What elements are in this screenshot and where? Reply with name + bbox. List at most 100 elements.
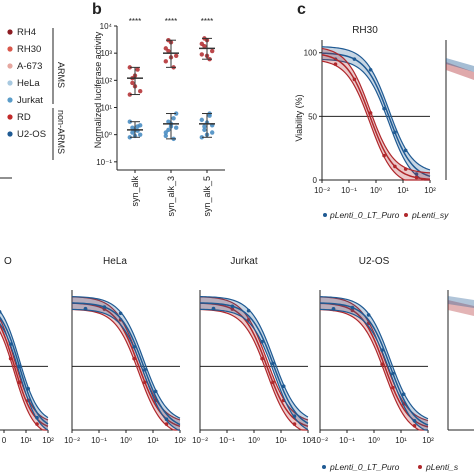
- dr-fit-curve: [321, 52, 431, 178]
- dr-ci-band: [200, 296, 308, 430]
- dr-data-point: [143, 367, 147, 372]
- dr-fit-curve: [319, 302, 429, 426]
- dr-data-point: [393, 164, 397, 169]
- dr-xtick-label: 10⁻²: [192, 436, 208, 445]
- dr-data-point: [412, 418, 417, 423]
- dr-xtick-label: 10¹: [397, 186, 409, 195]
- dr-data-point: [153, 389, 158, 394]
- b-data-point: [127, 135, 132, 140]
- dr-data-point: [17, 380, 22, 385]
- dr-ci-band: [322, 46, 430, 180]
- dr-data-point: [35, 422, 39, 426]
- b-data-point: [130, 125, 135, 130]
- dr-ci-lower: [199, 308, 308, 431]
- b-data-point: [202, 127, 207, 133]
- b-data-point: [163, 46, 168, 51]
- b-ytick-label: 10⁰: [100, 131, 112, 140]
- b-data-point: [199, 41, 204, 47]
- bottom-next-band-red: [448, 300, 474, 316]
- dr-data-point: [414, 172, 419, 176]
- b-data-point: [174, 111, 179, 116]
- dr-ci-upper: [0, 317, 49, 421]
- bottom-title-hela: HeLa: [103, 256, 127, 267]
- dr-data-point: [331, 307, 336, 311]
- dr-data-point: [8, 356, 13, 361]
- cell-line-legend: RH4 RH30 A-673 HeLa Jurkat RD U2-OS: [7, 27, 46, 140]
- b-significance: ****: [165, 17, 177, 26]
- bottom-row-charts: 0 10¹ 10² 10⁻² 10⁻¹ 10⁰ 10¹ 10² 10⁻² 10⁻¹ 10⁰ 10¹ 10…: [0, 290, 474, 445]
- b-data-point: [138, 88, 143, 94]
- c-next-band-blue: [446, 58, 474, 72]
- dr-data-point: [246, 308, 251, 313]
- dr-xtick-label: 0: [2, 436, 7, 445]
- dr-ci-upper: [0, 310, 49, 419]
- dr-data-point: [391, 371, 395, 376]
- b-data-point: [174, 125, 179, 130]
- dr-fit-curve: [199, 302, 309, 428]
- bottom-title-u2os: U2-OS: [359, 256, 390, 267]
- dr-data-point: [333, 62, 338, 66]
- b-ytick-label: 10²: [100, 76, 112, 85]
- legend-dot-rh4: [7, 29, 13, 35]
- dr-ci-lower: [319, 308, 428, 431]
- dr-data-point: [102, 305, 107, 309]
- dr-data-point: [271, 361, 275, 366]
- dr-data-point: [83, 306, 88, 311]
- dr-fit-curve: [0, 316, 49, 425]
- dr-data-point: [414, 175, 419, 180]
- dr-ci-lower: [71, 308, 180, 431]
- legend-dot-hela: [7, 80, 13, 86]
- dr-fit-curve: [199, 302, 309, 425]
- legend-dot-a-673: [7, 63, 13, 69]
- dr-data-point: [393, 130, 397, 135]
- dr-data-point: [380, 362, 384, 367]
- b-data-point: [174, 53, 179, 58]
- dr-ytick-label: 0: [313, 176, 318, 185]
- dr-ci-lower: [71, 308, 180, 431]
- dr-data-point: [292, 422, 297, 426]
- dr-xtick-label: 10⁰: [120, 436, 132, 445]
- b-data-point: [199, 117, 204, 123]
- dr-ytick-label: 50: [308, 112, 317, 121]
- dr-data-point: [0, 310, 2, 314]
- c-ylabel: Viability (%): [294, 94, 304, 141]
- b-data-point: [163, 130, 168, 135]
- dr-xtick-label: 10⁰: [368, 436, 380, 445]
- dr-data-point: [164, 417, 169, 422]
- dr-ci-lower: [199, 308, 309, 431]
- panel-label-b: b: [92, 1, 102, 18]
- legend-dot-jurkat: [7, 97, 13, 103]
- dr-xtick-label: 10¹: [147, 436, 159, 445]
- dr-data-point: [17, 364, 22, 369]
- dr-data-point: [352, 57, 357, 61]
- dr-data-point: [132, 345, 136, 349]
- dr-data-point: [368, 111, 373, 115]
- b-data-point: [202, 124, 207, 129]
- dr-data-point: [366, 313, 371, 317]
- dr-data-point: [382, 106, 386, 111]
- dr-data-point: [230, 307, 235, 311]
- dr-ci-lower: [319, 308, 428, 431]
- dr-ci-upper: [321, 47, 431, 174]
- b-category-label: syn_alk: [130, 176, 140, 207]
- dr-data-point: [403, 148, 408, 153]
- legend-label-jurkat: Jurkat: [17, 95, 43, 106]
- c-legend-red: pLenti_sy: [411, 210, 449, 220]
- dr-xtick-label: 10²: [174, 436, 186, 445]
- dr-ci-band: [322, 48, 430, 180]
- dr-xtick-label: 10²: [424, 186, 436, 195]
- b-data-point: [210, 48, 215, 54]
- dr-data-point: [350, 308, 355, 313]
- dr-data-point: [260, 356, 264, 361]
- b-data-point: [130, 80, 135, 86]
- dr-xtick-label: 10⁻¹: [219, 436, 235, 445]
- dr-ci-upper: [319, 296, 429, 422]
- b-data-point: [199, 52, 204, 57]
- dr-ci-upper: [71, 296, 181, 421]
- bottom-legend-blue-dot: [322, 465, 326, 469]
- b-ytick-label: 10³: [100, 49, 112, 58]
- legend-dot-u2-os: [7, 131, 13, 137]
- bottom-legend-red-dot: [418, 465, 422, 469]
- dr-data-point: [143, 380, 147, 385]
- dr-data-point: [35, 415, 39, 420]
